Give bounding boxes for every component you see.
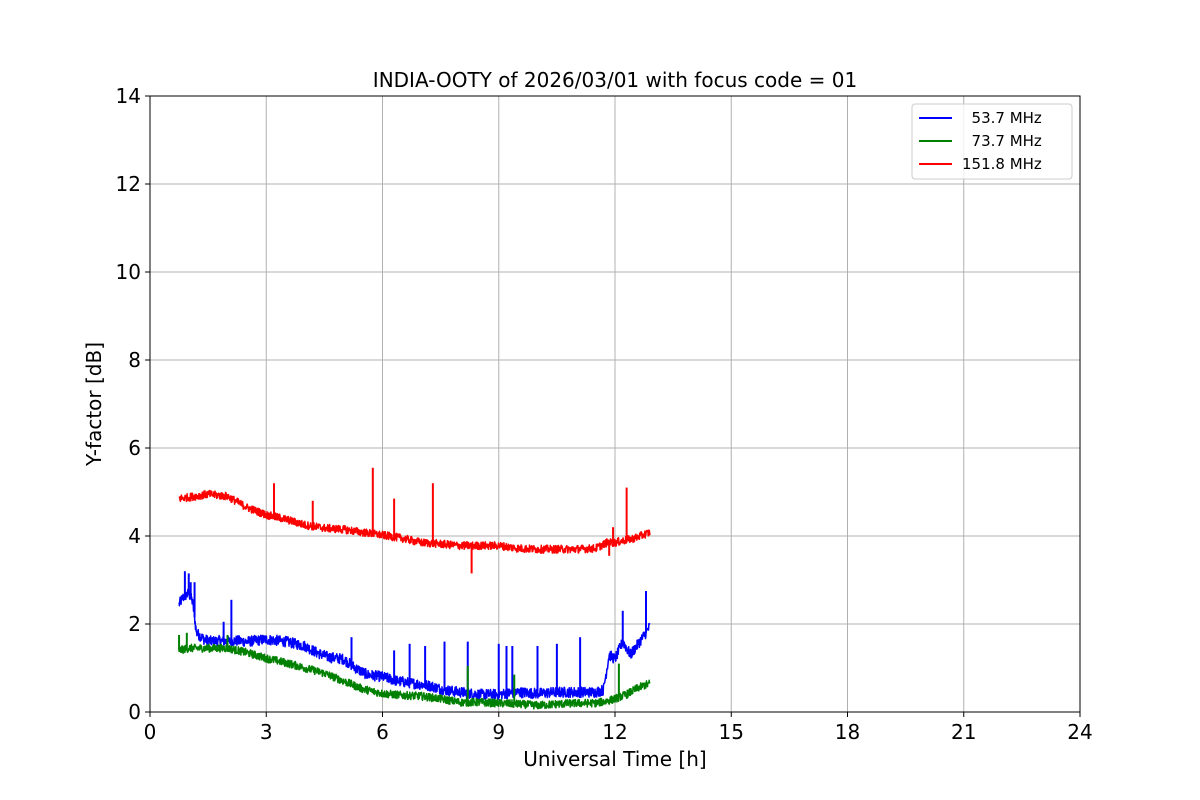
x-tick-label: 18	[835, 720, 860, 744]
y-tick-label: 12	[116, 172, 141, 196]
y-tick-label: 14	[116, 84, 141, 108]
series-line-53-7-mhz	[178, 588, 651, 701]
x-tick-label: 0	[144, 720, 157, 744]
series-layer	[178, 467, 651, 710]
x-axis-label: Universal Time [h]	[523, 747, 706, 771]
y-tick-label: 4	[128, 524, 141, 548]
x-tick-label: 12	[602, 720, 627, 744]
y-tick-label: 8	[128, 348, 141, 372]
legend: 53.7 MHz 73.7 MHz 151.8 MHz	[911, 103, 1073, 180]
y-tick-label: 10	[116, 260, 141, 284]
y-tick-label: 6	[128, 436, 141, 460]
x-tick-label: 9	[492, 720, 505, 744]
x-tick-label: 21	[951, 720, 976, 744]
legend-label-151-8: 151.8 MHz	[962, 155, 1042, 173]
legend-label-73-7: 73.7 MHz	[962, 132, 1042, 150]
chart-title: INDIA-OOTY of 2026/03/01 with focus code…	[373, 68, 857, 92]
y-axis-label: Y-factor [dB]	[82, 342, 106, 467]
x-tick-label: 3	[260, 720, 273, 744]
x-tick-label: 6	[376, 720, 389, 744]
y-tick-label: 0	[128, 700, 141, 724]
legend-box	[911, 103, 1073, 180]
legend-label-53-7: 53.7 MHz	[962, 109, 1042, 127]
series-line-73-7-mhz	[178, 643, 651, 710]
x-tick-label: 15	[719, 720, 744, 744]
y-tick-label: 2	[128, 612, 141, 636]
x-tick-label: 24	[1067, 720, 1092, 744]
series-line-151-8-mhz	[178, 489, 651, 554]
